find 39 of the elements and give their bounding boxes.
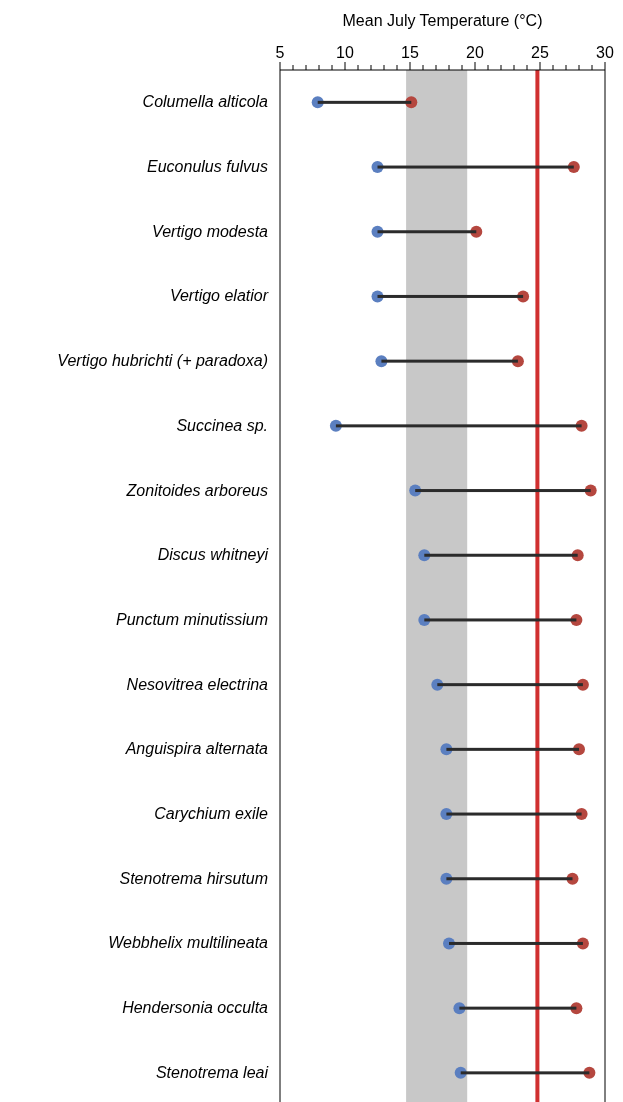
y-tick-label: Vertigo modesta: [152, 222, 269, 240]
y-tick-label: Vertigo elatior: [169, 287, 269, 305]
y-tick-label: Vertigo hubrichti (+ paradoxa): [57, 352, 268, 370]
x-tick-label: 30: [596, 44, 614, 61]
bar: [437, 683, 583, 687]
bar: [446, 747, 579, 751]
y-tick-label: Discus whitneyi: [157, 546, 269, 564]
bar: [424, 618, 577, 622]
x-axis-title: Mean July Temperature (°C): [342, 12, 543, 29]
bar: [424, 553, 578, 557]
bar: [335, 424, 582, 428]
bar: [377, 294, 524, 298]
x-tick-label: 5: [275, 44, 285, 61]
y-tick-label: Anguispira alternata: [124, 740, 269, 758]
bar: [381, 359, 518, 363]
y-tick-label: Succinea sp.: [176, 416, 268, 434]
y-tick-label: Euconulus fulvus: [147, 158, 268, 176]
bar: [446, 877, 573, 881]
bar: [460, 1071, 590, 1075]
x-tick-label: 25: [531, 44, 549, 61]
y-tick-label: Zonitoides arboreus: [125, 481, 268, 499]
x-tick-label: 10: [336, 44, 354, 61]
bar: [449, 941, 583, 945]
y-tick-label: Nesovitrea electrina: [126, 675, 269, 693]
bar: [377, 165, 574, 169]
y-tick-label: Webbhelix multilineata: [108, 934, 269, 952]
y-tick-label: Stenotrema hirsutum: [119, 869, 268, 887]
bar: [446, 812, 582, 816]
bar: [377, 230, 477, 234]
x-tick-label: 20: [466, 44, 484, 61]
bar: [317, 100, 412, 104]
y-tick-label: Stenotrema leai: [155, 1063, 269, 1081]
x-tick-label: 15: [401, 44, 419, 61]
y-tick-label: Hendersonia occulta: [122, 999, 269, 1017]
y-tick-label: Columella alticola: [142, 93, 269, 111]
bar: [459, 1006, 577, 1010]
bar: [415, 489, 591, 493]
y-tick-label: Punctum minutissium: [115, 610, 268, 628]
y-tick-label: Carychium exile: [154, 805, 269, 823]
